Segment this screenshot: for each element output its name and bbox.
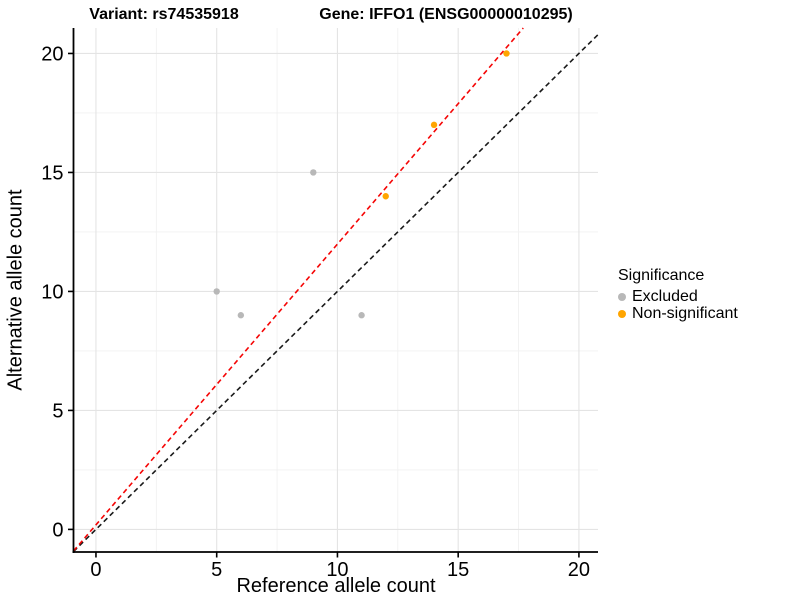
legend-item-non-significant: Non-significant [618, 305, 738, 322]
y-axis-title: Alternative allele count [4, 189, 27, 391]
x-axis-title: Reference allele count [236, 575, 436, 597]
x-tick-label: 5 [211, 559, 222, 581]
legend-item-excluded: Excluded [618, 288, 738, 305]
fit-line [72, 27, 524, 552]
y-tick-label: 15 [41, 162, 63, 184]
gene-title: Gene: IFFO1 (ENSG00000010295) [319, 6, 573, 23]
variant-title: Variant: rs74535918 [89, 6, 239, 23]
data-point-non-significant [382, 193, 389, 200]
legend-dot-0 [618, 292, 626, 301]
x-tick-label: 0 [90, 559, 101, 581]
x-tick-label: 20 [568, 559, 590, 581]
data-point-excluded [310, 169, 317, 176]
y-tick-label: 5 [52, 400, 63, 422]
legend-label: Excluded [632, 287, 698, 305]
identity-line [72, 34, 599, 553]
data-point-excluded [213, 288, 220, 295]
legend-title: Significance [618, 267, 705, 284]
data-point-excluded [358, 312, 365, 319]
data-point-non-significant [430, 121, 438, 129]
y-tick-label: 0 [52, 519, 63, 541]
legend-label: Non-significant [632, 304, 738, 322]
y-tick-label: 10 [41, 281, 63, 303]
legend-dot-1 [618, 309, 626, 318]
x-tick-label: 10 [326, 559, 348, 581]
data-point-non-significant [503, 50, 510, 57]
data-point-excluded [237, 312, 245, 319]
y-tick-label: 20 [41, 43, 63, 65]
legend: Significance Excluded Non-significant [618, 267, 738, 322]
x-tick-label: 15 [447, 559, 469, 581]
